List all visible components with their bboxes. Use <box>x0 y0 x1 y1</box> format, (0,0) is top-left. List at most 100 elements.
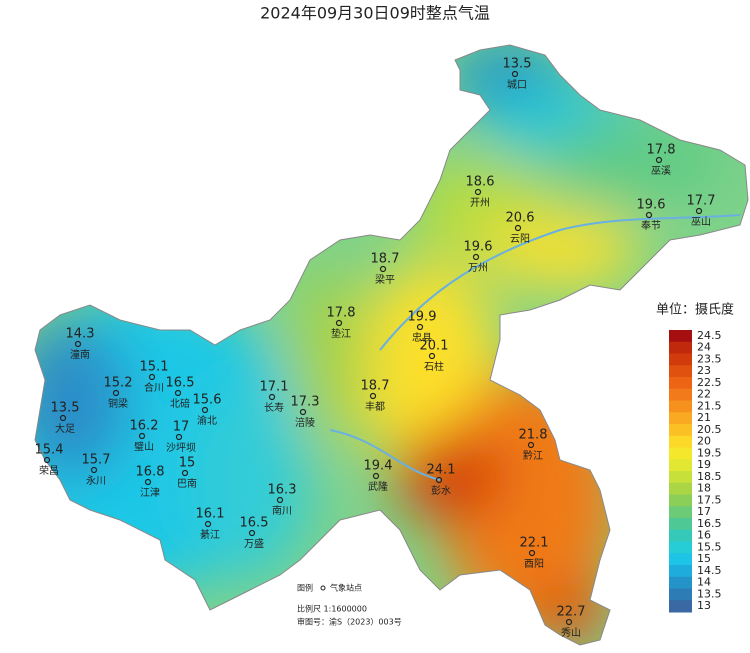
station-name: 沙坪坝 <box>166 441 196 454</box>
station-value: 17.8 <box>647 143 676 158</box>
legend-value: 23 <box>697 364 711 377</box>
station-name: 彭水 <box>431 484 451 497</box>
station-point <box>527 441 535 449</box>
station-name: 奉节 <box>641 219 661 232</box>
station-name: 涪陵 <box>295 416 315 429</box>
station-value: 16.8 <box>136 465 165 480</box>
legend-label: 图例 <box>297 583 313 593</box>
station-point <box>435 476 443 484</box>
station-value: 15.2 <box>104 376 133 391</box>
station-value: 15 <box>179 456 196 471</box>
station-point <box>59 414 67 422</box>
station-value: 20.6 <box>506 211 535 226</box>
color-swatch <box>669 447 692 460</box>
color-swatch <box>669 388 692 401</box>
station-point <box>299 408 307 416</box>
color-swatch <box>669 576 692 589</box>
color-swatch <box>669 565 692 578</box>
station-point <box>695 207 703 215</box>
station-point <box>645 211 653 219</box>
station-value: 17.8 <box>327 306 356 321</box>
color-swatch <box>669 553 692 566</box>
station-name: 合川 <box>144 381 164 394</box>
station-point <box>565 618 573 626</box>
station-value: 19.6 <box>464 240 493 255</box>
station-name: 渝北 <box>197 414 217 427</box>
color-swatch <box>669 377 692 390</box>
station-value: 19.4 <box>364 459 393 474</box>
station-name: 南川 <box>272 504 292 517</box>
station-value: 16.5 <box>166 376 195 391</box>
station-name: 万州 <box>468 262 488 274</box>
station-name: 丰都 <box>365 400 385 413</box>
station-point <box>43 456 51 464</box>
station-value: 16.1 <box>196 507 225 522</box>
station-point <box>74 340 82 348</box>
station-name: 黔江 <box>523 449 543 462</box>
color-swatch <box>669 600 692 613</box>
legend-value: 16 <box>697 529 711 542</box>
station-name: 云阳 <box>510 233 530 245</box>
station-point <box>144 478 152 486</box>
station-name: 大足 <box>55 422 75 435</box>
station-value: 13.5 <box>503 57 532 72</box>
station-name: 梁平 <box>375 273 395 286</box>
station-value: 17.1 <box>260 380 289 395</box>
station-point <box>248 529 256 537</box>
legend-value: 15 <box>697 552 711 565</box>
station-symbol <box>320 585 326 591</box>
station-value: 16.5 <box>240 516 269 531</box>
legend-value: 14.5 <box>697 564 722 577</box>
station-name: 酉阳 <box>524 558 544 570</box>
color-swatch <box>669 459 692 472</box>
station-point <box>175 433 183 441</box>
station-name: 巴南 <box>177 477 197 490</box>
legend-value: 21.5 <box>697 399 722 412</box>
review-note: 审图号：渝S（2023）003号 <box>297 617 402 627</box>
station-value: 16.3 <box>268 483 297 498</box>
legend-value: 14 <box>697 576 711 589</box>
station-value: 17.7 <box>687 194 716 209</box>
station-name: 荣昌 <box>39 465 59 477</box>
legend-value: 21 <box>697 411 711 424</box>
color-swatch <box>669 482 692 495</box>
station-point <box>204 520 212 528</box>
legend-value: 19 <box>697 458 711 471</box>
station-point <box>112 389 120 397</box>
station-point <box>428 352 436 360</box>
color-swatch <box>669 506 692 519</box>
station-name: 北碚 <box>170 397 190 410</box>
station-name: 长寿 <box>264 401 284 414</box>
color-swatch <box>669 341 692 354</box>
station-point <box>276 496 284 504</box>
station-point <box>511 70 519 78</box>
legend-value: 13.5 <box>697 587 722 600</box>
station-point <box>174 389 182 397</box>
station-point <box>655 156 663 164</box>
color-swatch <box>669 353 692 366</box>
station-name: 巫山 <box>691 216 711 228</box>
color-swatch <box>669 412 692 425</box>
color-swatch <box>669 518 692 531</box>
station-value: 18.7 <box>371 252 400 267</box>
scale-note: 比例尺 1:1600000 <box>297 604 367 614</box>
station-value: 15.1 <box>140 360 169 375</box>
legend-value: 15.5 <box>697 540 722 553</box>
station-name: 巫溪 <box>651 165 671 177</box>
legend-value: 17 <box>697 505 711 518</box>
station-name: 潼南 <box>70 348 90 361</box>
stations: 13.5 城口 17.8 巫溪 18.6 开州 20.6 云阳 19.6 奉节 17.7 巫山 19.6… <box>35 57 716 640</box>
color-swatch <box>669 330 692 343</box>
station-value: 15.7 <box>82 453 111 468</box>
color-swatch <box>669 494 692 507</box>
legend-value: 22.5 <box>697 376 722 389</box>
station-name: 城口 <box>507 79 527 91</box>
legend-value: 13 <box>697 599 711 612</box>
station-name: 永川 <box>86 474 106 487</box>
legend-value: 18.5 <box>697 470 722 483</box>
station-point <box>379 265 387 273</box>
color-swatch <box>669 541 692 554</box>
boundary <box>34 44 749 646</box>
